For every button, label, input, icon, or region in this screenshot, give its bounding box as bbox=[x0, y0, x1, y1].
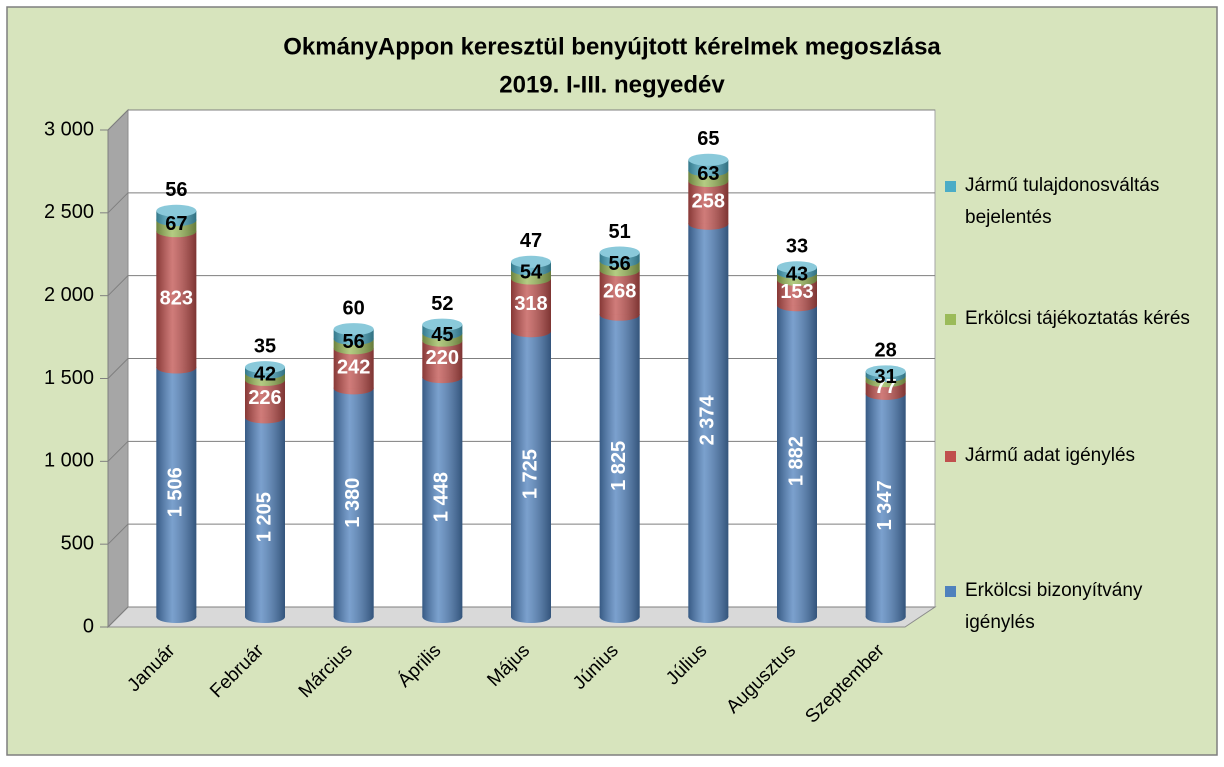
data-label: 153 bbox=[780, 281, 813, 303]
legend-swatch bbox=[945, 586, 956, 597]
data-label: 56 bbox=[165, 179, 187, 201]
grid-line bbox=[107, 358, 935, 379]
data-label: 54 bbox=[520, 261, 543, 283]
cylinder-top bbox=[245, 361, 285, 374]
y-tick-label: 3 000 bbox=[44, 118, 94, 140]
data-label: 52 bbox=[431, 293, 453, 315]
cylinder-top bbox=[688, 153, 729, 166]
legend-item: Jármű adat igénylés bbox=[945, 440, 1210, 472]
data-label: 1 825 bbox=[608, 441, 630, 491]
cylinder-top bbox=[865, 365, 906, 378]
bar-shade bbox=[333, 348, 374, 389]
y-tick-label: 2 500 bbox=[44, 201, 94, 223]
bar-shade bbox=[245, 417, 285, 617]
grid-line bbox=[107, 109, 935, 131]
y-tick-label: 1 000 bbox=[44, 450, 94, 472]
y-tick-label: 1 500 bbox=[44, 367, 94, 389]
data-label: 67 bbox=[165, 213, 187, 235]
bar-shade bbox=[245, 379, 285, 418]
legend-swatch bbox=[945, 181, 956, 192]
data-label: 1 380 bbox=[342, 478, 364, 528]
grid-line bbox=[107, 192, 935, 214]
bar-shade bbox=[156, 231, 197, 368]
data-label: 1 448 bbox=[431, 472, 453, 522]
data-label: 258 bbox=[692, 191, 725, 213]
data-label: 47 bbox=[520, 230, 542, 252]
bar-shade bbox=[422, 340, 463, 378]
bar-shade bbox=[599, 314, 640, 617]
cylinder-top bbox=[511, 255, 551, 268]
bar-shade bbox=[511, 278, 551, 332]
grid-line bbox=[107, 606, 935, 628]
data-label: 56 bbox=[609, 253, 631, 275]
data-label: 1 205 bbox=[253, 492, 275, 542]
data-label: 1 506 bbox=[165, 467, 187, 517]
data-label: 318 bbox=[514, 293, 547, 315]
data-label: 33 bbox=[786, 236, 808, 258]
bar-shade bbox=[511, 331, 551, 617]
data-label: 56 bbox=[343, 331, 365, 353]
data-label: 2 374 bbox=[697, 394, 719, 445]
legend-label: Erkölcsi bizonyítvány igénylés bbox=[965, 580, 1143, 633]
grid-line bbox=[107, 275, 935, 297]
bar-shade bbox=[333, 388, 374, 617]
data-label: 226 bbox=[248, 387, 281, 409]
data-label: 45 bbox=[431, 324, 453, 346]
data-label: 220 bbox=[426, 347, 459, 369]
y-tick-label: 2 000 bbox=[44, 284, 94, 306]
data-label: 242 bbox=[337, 357, 370, 379]
bar-shade bbox=[156, 367, 197, 617]
legend-label: Jármű adat igénylés bbox=[965, 445, 1136, 466]
legend-item: Erkölcsi tájékoztatás kérés bbox=[945, 303, 1210, 335]
data-label: 268 bbox=[603, 281, 636, 303]
data-label: 51 bbox=[609, 221, 631, 243]
data-label: 65 bbox=[697, 128, 719, 150]
grid-line bbox=[107, 523, 935, 545]
bar-shade bbox=[422, 377, 463, 617]
legend-label: Erkölcsi tájékoztatás kérés bbox=[965, 308, 1190, 329]
cylinder-top bbox=[333, 323, 374, 336]
data-label: 1 347 bbox=[874, 480, 896, 530]
bar-shade bbox=[599, 270, 640, 315]
chart-title: OkmányAppon keresztül benyújtott kérelme… bbox=[283, 33, 941, 60]
data-label: 60 bbox=[343, 297, 365, 319]
data-label: 35 bbox=[254, 335, 276, 357]
data-label: 42 bbox=[254, 364, 276, 386]
legend-label: Jármű tulajdonosváltás bejelentés bbox=[965, 175, 1160, 228]
data-label: 28 bbox=[875, 340, 897, 362]
grid-line bbox=[107, 440, 935, 462]
data-label: 43 bbox=[786, 264, 808, 286]
data-label: 1 882 bbox=[785, 436, 807, 486]
data-label: 1 725 bbox=[519, 449, 541, 499]
bar-shade bbox=[688, 180, 729, 224]
y-tick-label: 500 bbox=[61, 532, 94, 554]
cylinder-top bbox=[156, 204, 197, 217]
bar-shade bbox=[777, 305, 817, 617]
cylinder-top bbox=[777, 261, 817, 274]
chart-subtitle: 2019. I-III. negyedév bbox=[499, 71, 725, 98]
legend-item: Jármű tulajdonosváltás bejelentés bbox=[945, 170, 1210, 234]
data-label: 77 bbox=[875, 376, 897, 398]
legend-swatch bbox=[945, 451, 956, 462]
data-label: 823 bbox=[160, 288, 193, 310]
y-tick-label: 0 bbox=[83, 615, 94, 637]
bar-shade bbox=[865, 393, 906, 617]
cylinder-top bbox=[422, 318, 463, 331]
legend-item: Erkölcsi bizonyítvány igénylés bbox=[945, 575, 1210, 639]
bar-shade bbox=[688, 223, 729, 617]
legend-swatch bbox=[945, 314, 956, 325]
data-label: 63 bbox=[697, 163, 719, 185]
data-label: 31 bbox=[875, 366, 897, 388]
cylinder-top bbox=[599, 246, 640, 259]
